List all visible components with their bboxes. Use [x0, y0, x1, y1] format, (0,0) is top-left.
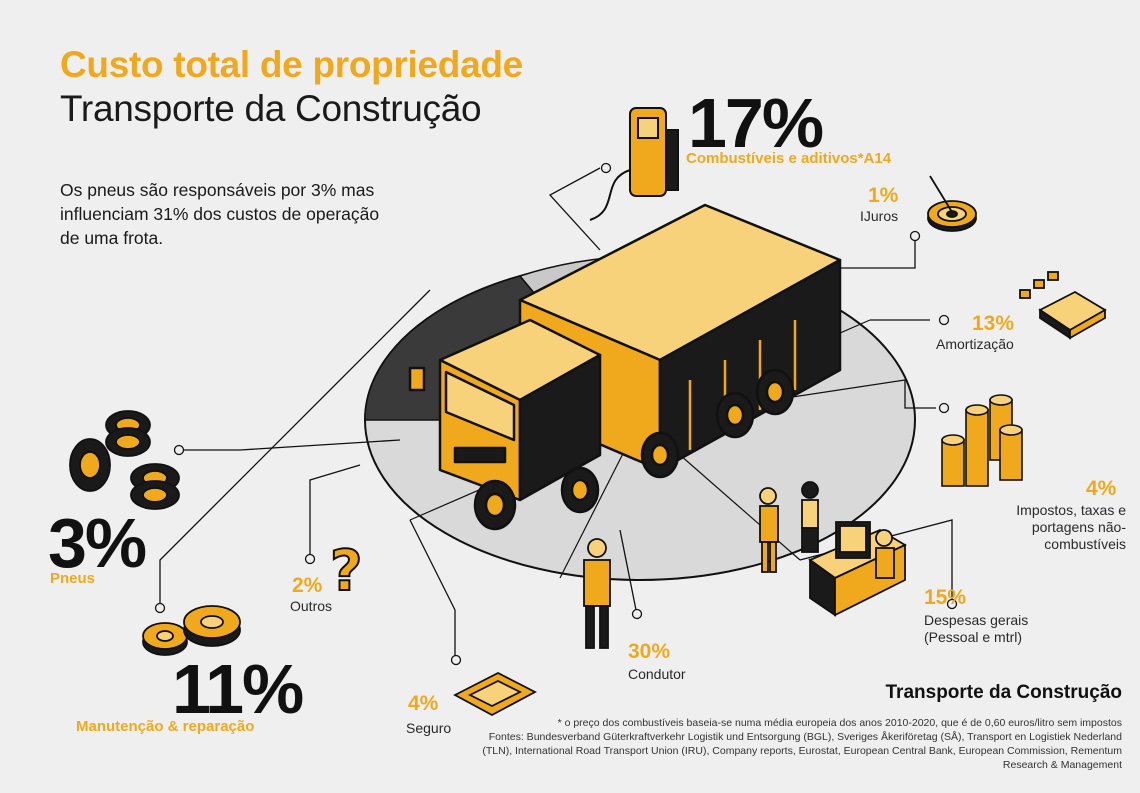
overhead-label: Despesas gerais (Pessoal e mtrl) — [924, 612, 1029, 645]
maintenance-percentage: 11% — [172, 650, 304, 728]
other-label: Outros — [290, 598, 333, 614]
truck-illustration — [408, 203, 842, 531]
insurance-percentage: 4% — [408, 692, 439, 715]
footnote: * o preço dos combustíveis baseia-se num… — [482, 716, 1122, 772]
gears-icon — [142, 605, 241, 656]
footer-title: Transporte da Construção — [885, 682, 1123, 703]
overhead-percentage: 15% — [924, 586, 967, 609]
question-mark-icon: ? — [329, 538, 363, 605]
driver-percentage: 30% — [628, 640, 671, 663]
maintenance-label: Manutenção & reparação — [76, 718, 255, 735]
insurance-label: Seguro — [406, 720, 452, 736]
taxes-percentage: 4% — [1086, 477, 1117, 500]
fuel-pump-icon — [589, 107, 679, 221]
calculator-icon — [1019, 271, 1107, 340]
target-icon — [927, 175, 977, 232]
intro-text: Os pneus são responsáveis por 3% mas inf… — [60, 180, 380, 248]
tyres-percentage: 3% — [48, 504, 147, 582]
page-title: Custo total de propriedade — [60, 44, 523, 85]
sources-note: Fontes: Bundesverband Güterkraftverkehr … — [482, 731, 1122, 771]
insurance-document-icon — [453, 671, 537, 717]
fuel-label: Combustíveis e aditivos*A14 — [686, 150, 892, 167]
tyres-icon — [69, 410, 180, 510]
svg-text:?: ? — [330, 539, 362, 604]
interest-percentage: 1% — [868, 184, 899, 207]
driver-label: Condutor — [628, 666, 686, 682]
depreciation-label: Amortização — [936, 336, 1014, 352]
page-subtitle: Transporte da Construção — [60, 88, 482, 129]
fuel-percentage: 17% — [688, 84, 824, 162]
fuel-price-note: * o preço dos combustíveis baseia-se num… — [557, 717, 1122, 729]
office-worker-icon — [759, 481, 907, 617]
interest-label: IJuros — [860, 208, 899, 224]
tyres-label: Pneus — [50, 570, 96, 587]
coin-stack-icon — [941, 394, 1023, 487]
other-percentage: 2% — [292, 574, 323, 597]
taxes-label: Impostos, taxas e portagens não-combustí… — [1016, 502, 1126, 552]
depreciation-percentage: 13% — [972, 312, 1015, 335]
driver-icon — [583, 538, 611, 649]
